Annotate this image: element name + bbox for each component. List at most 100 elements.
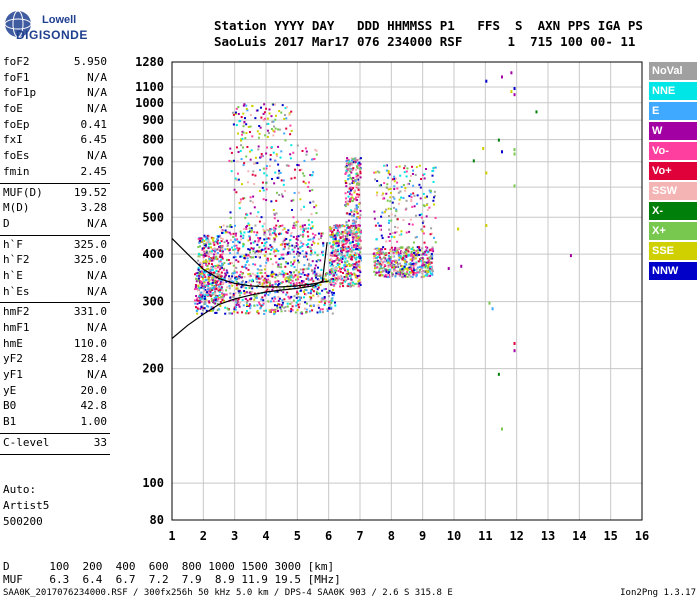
echo-point bbox=[322, 242, 325, 245]
param-name: yF2 bbox=[3, 352, 23, 366]
echo-point bbox=[276, 308, 279, 311]
echo-point bbox=[307, 267, 310, 270]
echo-point bbox=[336, 250, 339, 253]
echo-point bbox=[238, 289, 241, 292]
echo-point bbox=[283, 306, 286, 309]
echo-point bbox=[400, 230, 403, 233]
param-row: foF1 N/A bbox=[0, 71, 110, 87]
echo-point bbox=[203, 307, 206, 310]
echo-point bbox=[277, 296, 280, 299]
echo-point bbox=[419, 258, 422, 261]
echo-point bbox=[356, 205, 359, 208]
echo-point bbox=[273, 212, 276, 215]
echo-point bbox=[273, 232, 276, 235]
echo-point bbox=[207, 305, 210, 308]
echo-point bbox=[395, 270, 398, 273]
echo-point bbox=[248, 291, 251, 294]
echo-point bbox=[289, 124, 292, 127]
echo-point bbox=[257, 240, 260, 243]
echo-point bbox=[422, 174, 425, 177]
echo-point bbox=[241, 298, 244, 301]
echo-point bbox=[351, 182, 354, 185]
echo-point bbox=[274, 308, 277, 311]
echo-point bbox=[223, 241, 226, 244]
echo-point bbox=[353, 232, 356, 235]
echo-point bbox=[278, 266, 281, 269]
echo-point bbox=[330, 233, 333, 236]
muf-row: MUF 6.3 6.4 6.7 7.2 7.9 8.9 11.9 19.5 [M… bbox=[3, 573, 341, 586]
trace-curve-layer bbox=[171, 237, 329, 339]
echo-point bbox=[414, 173, 417, 176]
echo-point bbox=[337, 269, 340, 272]
echo-point bbox=[260, 155, 263, 158]
echo-point bbox=[408, 266, 411, 269]
echo-point bbox=[398, 274, 401, 277]
echo-point bbox=[293, 286, 296, 289]
echo-point bbox=[295, 237, 298, 240]
echo-point bbox=[315, 276, 318, 279]
echo-point bbox=[277, 250, 280, 253]
echo-point bbox=[310, 277, 313, 280]
echo-point bbox=[219, 304, 222, 307]
legend-item: SSW bbox=[649, 182, 697, 200]
echo-point bbox=[338, 263, 341, 266]
echo-point bbox=[303, 285, 306, 288]
echo-point bbox=[307, 258, 310, 261]
echo-point bbox=[278, 169, 281, 172]
echo-point bbox=[354, 276, 357, 279]
echo-point bbox=[219, 265, 222, 268]
echo-point bbox=[200, 280, 203, 283]
echo-point bbox=[204, 279, 207, 282]
echo-point bbox=[265, 107, 268, 110]
echo-point bbox=[233, 308, 236, 311]
echo-point bbox=[257, 145, 260, 148]
echo-point bbox=[219, 260, 222, 263]
echo-point bbox=[346, 239, 349, 242]
echo-point bbox=[272, 300, 275, 303]
header-labels: Station YYYY DAY DDD HHMMSS P1 FFS S AXN… bbox=[214, 18, 643, 33]
echo-point bbox=[314, 264, 317, 267]
echo-point bbox=[345, 250, 348, 253]
echo-point bbox=[425, 253, 428, 256]
scatter-point bbox=[569, 254, 572, 258]
echo-point bbox=[267, 275, 270, 278]
echo-point bbox=[310, 250, 313, 253]
echo-point bbox=[355, 231, 358, 234]
echo-point bbox=[351, 273, 354, 276]
echo-point bbox=[303, 224, 306, 227]
echo-point bbox=[387, 236, 390, 239]
echo-point bbox=[201, 272, 204, 275]
echo-point bbox=[344, 246, 347, 249]
echo-point bbox=[319, 308, 322, 311]
echo-point bbox=[279, 306, 282, 309]
echo-point bbox=[273, 103, 276, 106]
echo-point bbox=[289, 310, 292, 313]
echo-point bbox=[404, 189, 407, 192]
echo-point bbox=[211, 287, 214, 290]
echo-point bbox=[205, 264, 208, 267]
echo-point bbox=[248, 235, 251, 238]
echo-point bbox=[391, 178, 394, 181]
echo-point bbox=[261, 186, 264, 189]
echo-point bbox=[253, 162, 256, 165]
scatter-point bbox=[497, 138, 500, 142]
echo-point bbox=[375, 271, 378, 274]
echo-point bbox=[321, 308, 324, 311]
echo-point bbox=[286, 251, 289, 254]
echo-point bbox=[276, 155, 279, 158]
echo-point bbox=[373, 264, 376, 267]
echo-point bbox=[384, 273, 387, 276]
echo-point bbox=[273, 250, 276, 253]
echo-point bbox=[404, 262, 407, 265]
echo-point bbox=[415, 235, 418, 238]
echo-point bbox=[197, 255, 200, 258]
echo-point bbox=[400, 256, 403, 259]
echo-point bbox=[286, 302, 289, 305]
echo-point bbox=[296, 290, 299, 293]
echo-point bbox=[330, 252, 333, 255]
echo-point bbox=[351, 246, 354, 249]
echo-point bbox=[433, 166, 436, 169]
echo-point bbox=[337, 242, 340, 245]
echo-point bbox=[268, 291, 271, 294]
echo-point bbox=[388, 259, 391, 262]
